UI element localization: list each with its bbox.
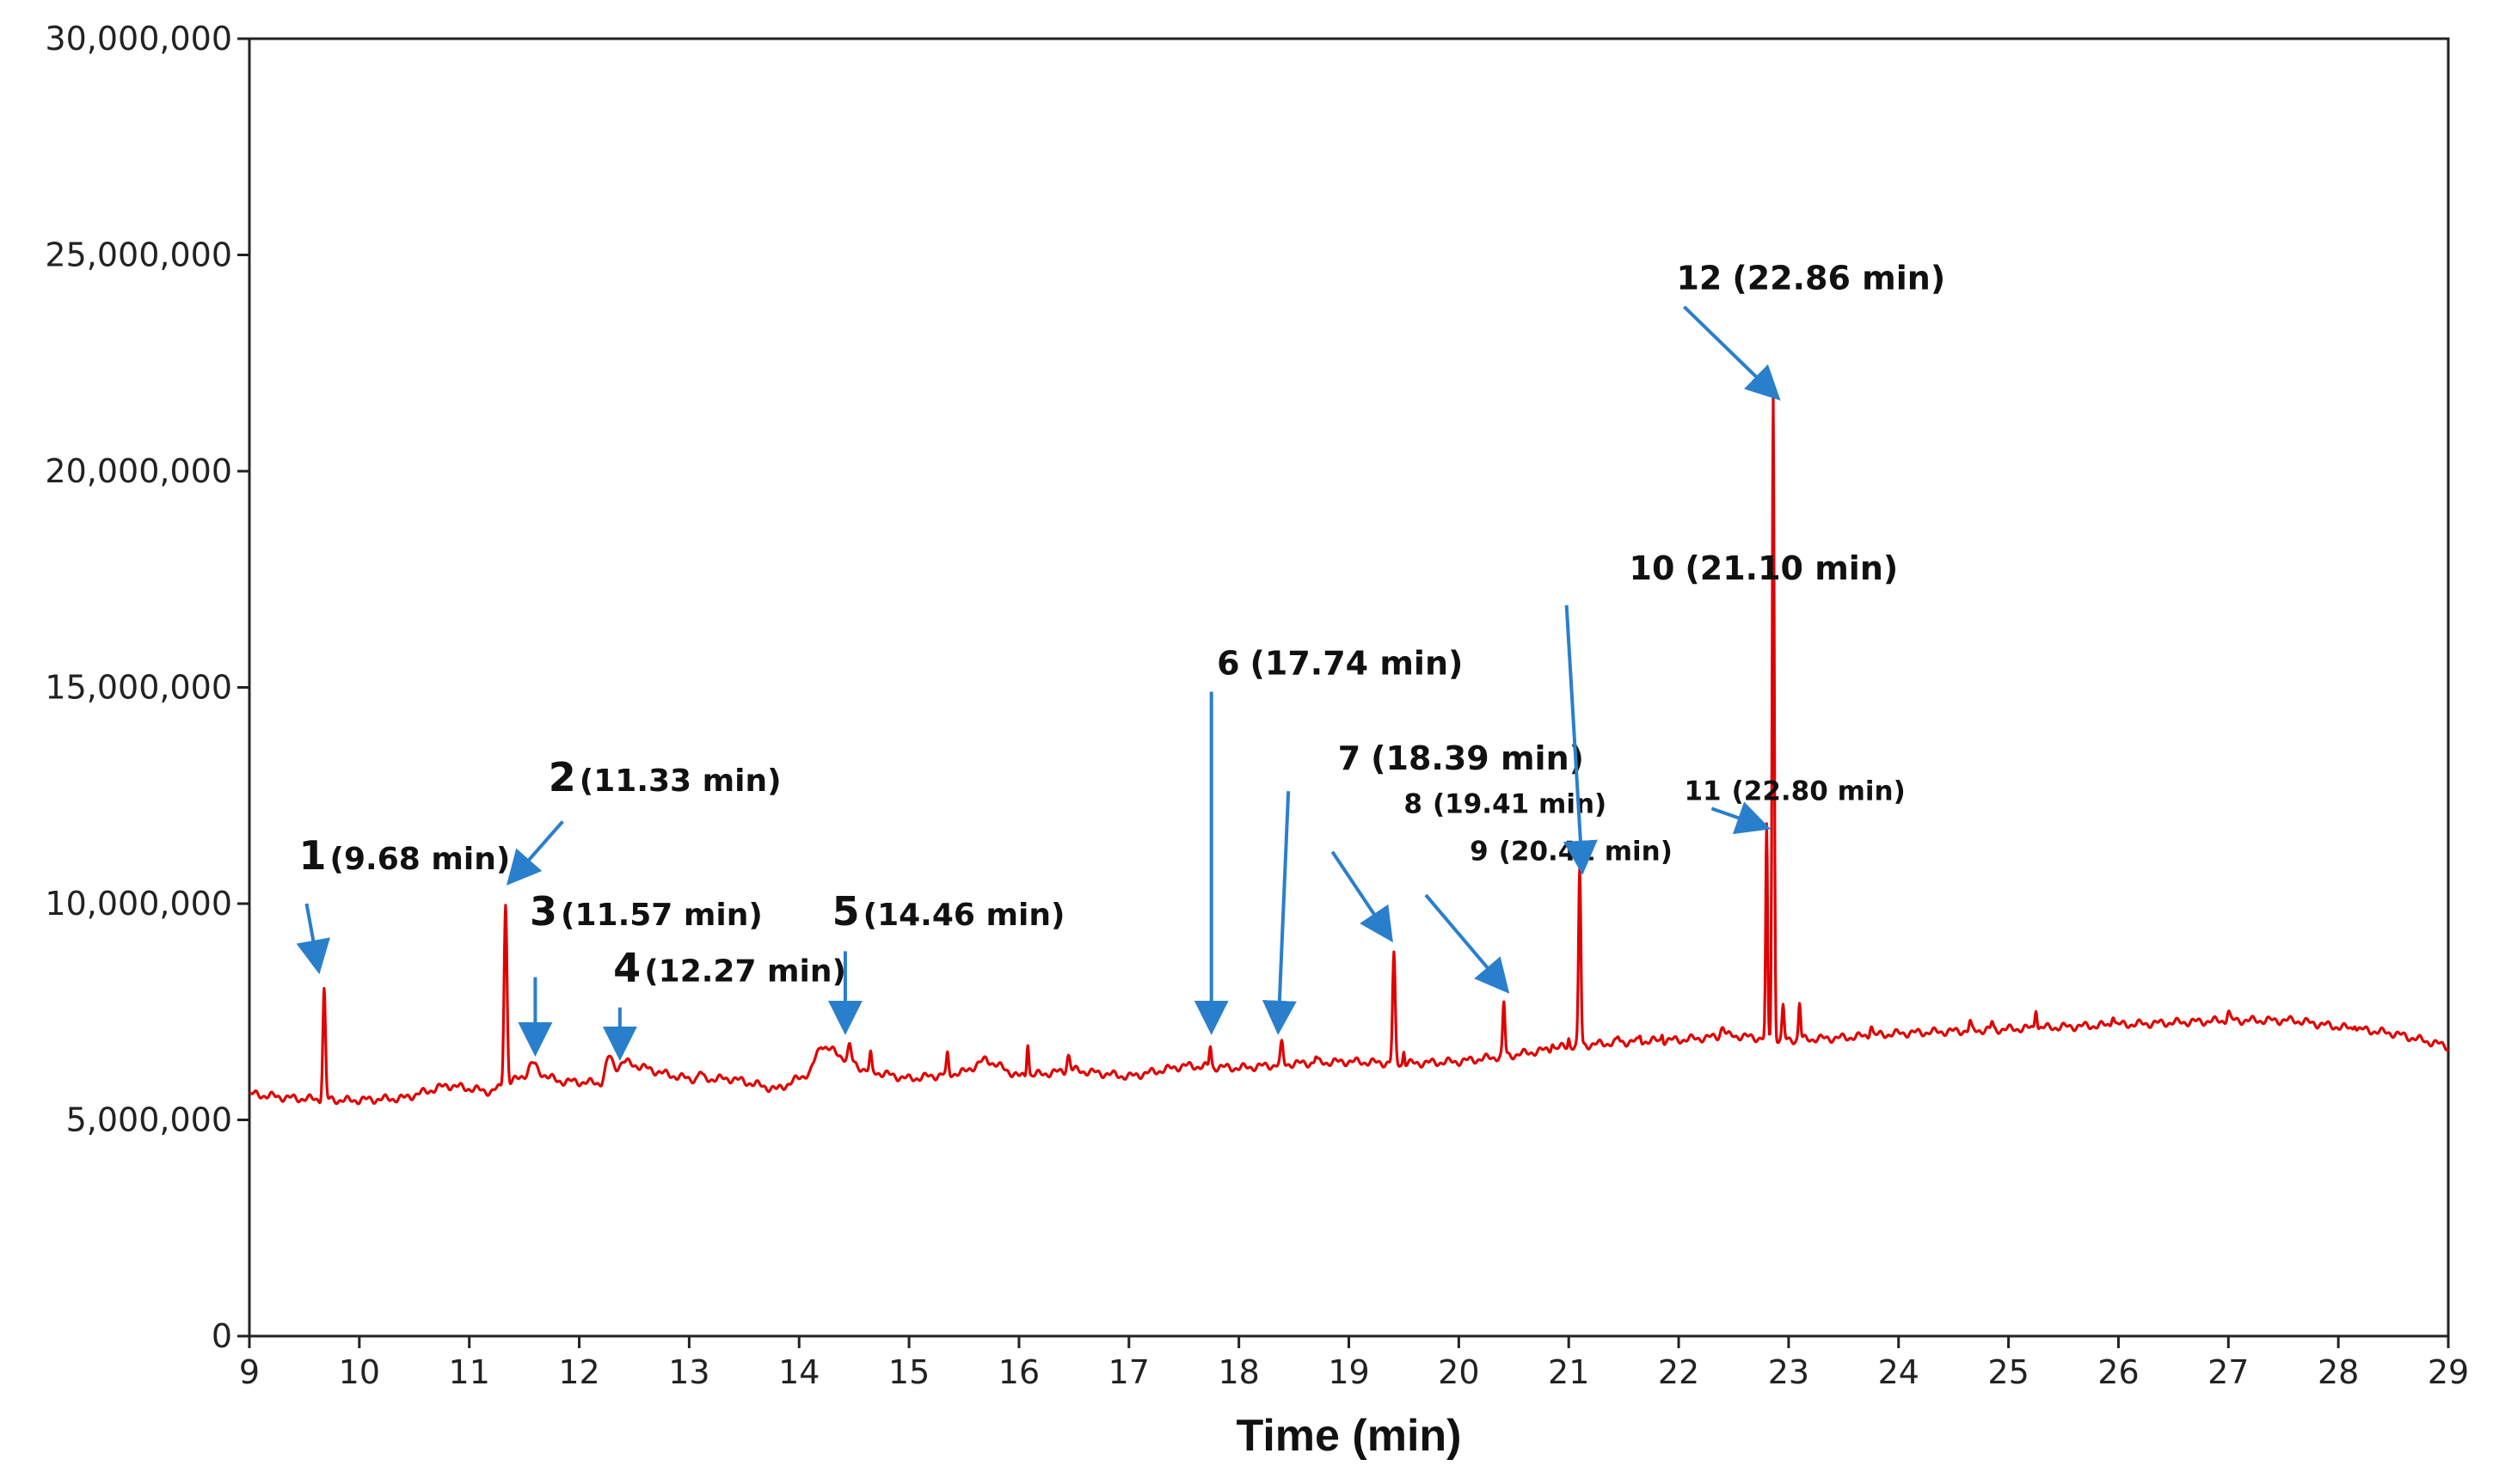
x-tick-label: 10: [339, 1353, 380, 1391]
chromatogram-trace: [249, 396, 2450, 1106]
peak-number: 12: [1676, 260, 1722, 297]
x-tick-label: 9: [239, 1353, 260, 1391]
peak-label: 3 (11.57 min): [530, 888, 763, 935]
peak-arrow: [506, 820, 564, 886]
peak-time: (18.39 min): [1371, 739, 1584, 777]
peak-annotation: 9 (20.41 min): [1424, 837, 1673, 994]
peak-annotation: 10 (21.10 min): [1563, 549, 1899, 875]
y-tick-label: 5,000,000: [66, 1101, 232, 1139]
peak-label: 5 (14.46 min): [832, 888, 1065, 935]
peak-arrow: [1710, 801, 1772, 835]
x-tick-label: 24: [1878, 1353, 1919, 1391]
peak-time: (9.68 min): [330, 842, 511, 877]
peak-label: 10 (21.10 min): [1630, 549, 1899, 587]
peak-time: (22.86 min): [1732, 260, 1945, 297]
x-tick-label: 26: [2097, 1353, 2139, 1391]
peak-time: (21.10 min): [1685, 549, 1898, 587]
peak-annotation: 3 (11.57 min): [518, 888, 763, 1057]
peak-annotation: 1 (9.68 min): [296, 832, 511, 975]
x-tick-label: 25: [1987, 1353, 2029, 1391]
x-tick-label: 15: [888, 1353, 930, 1391]
peak-label: 2 (11.33 min): [549, 754, 782, 800]
y-tick-label: 15,000,000: [45, 669, 232, 707]
x-tick-label: 13: [668, 1353, 709, 1391]
peak-label: 1 (9.68 min): [299, 832, 511, 879]
peak-number: 2: [549, 754, 576, 800]
peak-number: 7: [1338, 739, 1360, 777]
peak-time: (17.74 min): [1250, 644, 1464, 682]
peak-time: (22.80 min): [1732, 776, 1906, 806]
peak-label: 11 (22.80 min): [1684, 776, 1905, 806]
x-tick-label: 23: [1768, 1353, 1809, 1391]
peak-number: 1: [299, 832, 327, 879]
x-tick-label: 17: [1108, 1353, 1150, 1391]
annotation-layer: 1 (9.68 min) 2 (11.33 min) 3 (11.57 min) 4 (12.…: [296, 260, 1945, 1062]
x-axis-title: Time (min): [1237, 1411, 1462, 1461]
x-tick-label: 14: [778, 1353, 820, 1391]
peak-annotation: 11 (22.80 min): [1684, 776, 1906, 835]
x-tick-label: 22: [1658, 1353, 1699, 1391]
y-tick-label: 10,000,000: [45, 885, 232, 923]
x-tick-label: 27: [2207, 1353, 2249, 1391]
peak-number: 6: [1217, 644, 1239, 682]
peak-arrow: [1563, 604, 1598, 875]
peak-time: (12.27 min): [644, 954, 846, 990]
peak-annotation: 2 (11.33 min): [506, 754, 782, 886]
x-tick-label: 18: [1218, 1353, 1259, 1391]
peak-number: 8: [1403, 788, 1422, 819]
peak-label: 6 (17.74 min): [1217, 644, 1463, 682]
peak-arrow: [296, 903, 330, 975]
peak-time: (14.46 min): [863, 898, 1065, 933]
y-tick-label: 25,000,000: [45, 236, 232, 274]
x-tick-label: 11: [449, 1353, 490, 1391]
x-tick-label: 20: [1438, 1353, 1479, 1391]
peak-number: 9: [1470, 837, 1489, 868]
peak-annotation: 5 (14.46 min): [827, 888, 1065, 1035]
y-tick-label: 20,000,000: [45, 452, 232, 490]
x-tick-label: 21: [1548, 1353, 1589, 1391]
peak-time: (11.33 min): [580, 763, 782, 799]
peak-arrow: [1330, 850, 1393, 943]
peak-arrow: [1262, 791, 1297, 1035]
y-tick-label: 30,000,000: [45, 20, 232, 58]
y-tick-label: 0: [212, 1317, 232, 1355]
peak-number: 4: [613, 945, 641, 991]
peak-number: 10: [1630, 549, 1675, 587]
peak-label: 4 (12.27 min): [613, 945, 846, 991]
peak-annotation: 7 (18.39 min): [1262, 739, 1584, 1035]
peak-label: 12 (22.86 min): [1676, 260, 1945, 297]
peak-annotation: 6 (17.74 min): [1194, 644, 1463, 1035]
peak-number: 11: [1684, 776, 1721, 806]
x-tick-label: 16: [998, 1353, 1040, 1391]
peak-annotation: 4 (12.27 min): [602, 945, 846, 1062]
peak-number: 3: [530, 888, 557, 935]
peak-annotation: 12 (22.86 min): [1676, 260, 1945, 401]
peak-label: 9 (20.41 min): [1470, 837, 1673, 868]
peak-arrow: [1424, 893, 1510, 994]
peak-arrow: [1683, 305, 1781, 401]
x-tick-label: 19: [1328, 1353, 1369, 1391]
axes-layer: 9 10 11 12 13 14 15 16 17 18 19 20 21 22 23 24 25 26 27 28 2…: [45, 20, 2469, 1391]
x-tick-label: 12: [558, 1353, 599, 1391]
peak-number: 5: [832, 888, 860, 935]
plot-layer: [249, 396, 2450, 1106]
peak-time: (11.57 min): [561, 898, 763, 933]
x-tick-label: 29: [2428, 1353, 2469, 1391]
plot-frame: [248, 37, 2450, 1338]
peak-time: (20.41 min): [1499, 837, 1673, 868]
peak-label: 7 (18.39 min): [1338, 739, 1584, 777]
x-tick-label: 28: [2318, 1353, 2359, 1391]
